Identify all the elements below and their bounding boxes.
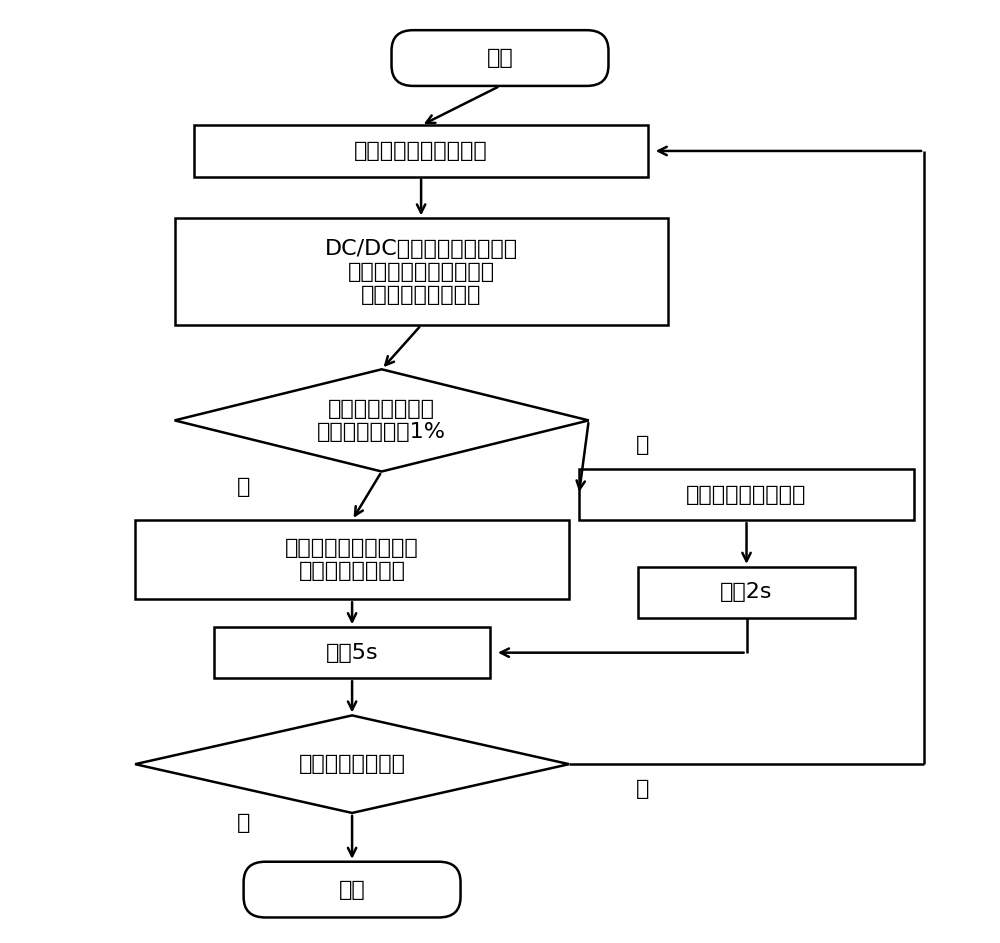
- Text: DC/DC施加交流扰动信号，
采集燃料电池与锂电池的
电压信号与电流信号: DC/DC施加交流扰动信号， 采集燃料电池与锂电池的 电压信号与电流信号: [325, 239, 518, 305]
- Text: 结束: 结束: [339, 880, 365, 900]
- Bar: [135, 521, 569, 599]
- Polygon shape: [135, 716, 569, 813]
- Text: 同时计算燃料电池阻抗
值与锂电池阻抗值: 同时计算燃料电池阻抗 值与锂电池阻抗值: [285, 538, 419, 582]
- Text: 是否结束阻抗测量: 是否结束阻抗测量: [299, 754, 406, 774]
- FancyBboxPatch shape: [392, 30, 608, 86]
- Text: 信号采集过程中负
载功率变化小于1%: 信号采集过程中负 载功率变化小于1%: [317, 399, 446, 442]
- Text: 是: 是: [237, 813, 250, 833]
- Text: 确定交流扰动信号幅值: 确定交流扰动信号幅值: [354, 141, 488, 161]
- Polygon shape: [175, 370, 589, 472]
- Text: 否: 否: [636, 779, 650, 800]
- Bar: [175, 219, 668, 325]
- Text: 否: 否: [636, 436, 650, 455]
- Text: 计算燃料电池阻抗值: 计算燃料电池阻抗值: [686, 485, 807, 505]
- Text: 等待5s: 等待5s: [326, 643, 378, 663]
- Text: 是: 是: [237, 477, 250, 497]
- Bar: [194, 125, 648, 176]
- FancyBboxPatch shape: [244, 862, 461, 918]
- Text: 开始: 开始: [487, 48, 513, 68]
- Bar: [579, 470, 914, 521]
- Bar: [214, 627, 490, 678]
- Text: 等待2s: 等待2s: [720, 582, 773, 603]
- Bar: [638, 567, 855, 618]
